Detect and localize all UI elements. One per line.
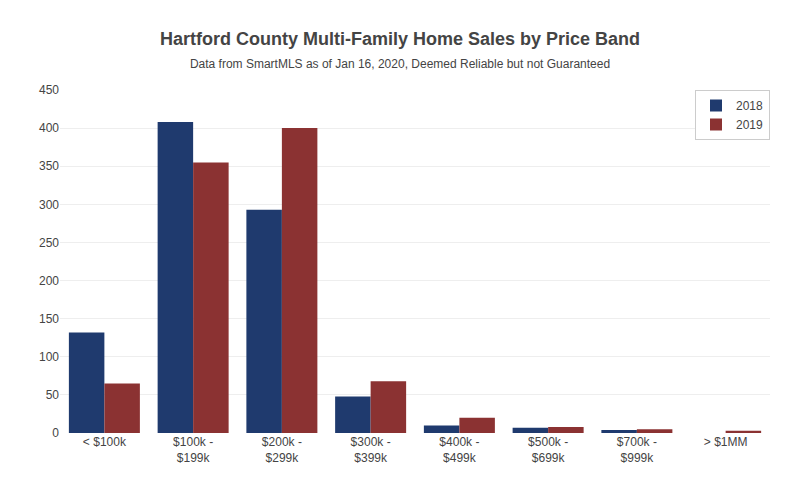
svg-text:$100k -$199k: $100k -$199k — [173, 435, 213, 465]
svg-text:< $100k: < $100k — [83, 435, 127, 449]
svg-text:$500k -$699k: $500k -$699k — [528, 435, 568, 465]
svg-text:300: 300 — [39, 198, 59, 212]
svg-text:Data from SmartMLS as of Jan 1: Data from SmartMLS as of Jan 16, 2020, D… — [190, 57, 610, 71]
svg-text:250: 250 — [39, 236, 59, 250]
svg-text:400: 400 — [39, 121, 59, 135]
svg-text:$300k -$399k: $300k -$399k — [351, 435, 391, 465]
svg-text:> $1MM: > $1MM — [704, 435, 748, 449]
svg-text:2018: 2018 — [736, 99, 763, 113]
svg-text:150: 150 — [39, 312, 59, 326]
svg-text:100: 100 — [39, 350, 59, 364]
svg-text:350: 350 — [39, 159, 59, 173]
svg-text:$400k -$499k: $400k -$499k — [439, 435, 479, 465]
svg-text:50: 50 — [46, 388, 60, 402]
svg-text:$200k -$299k: $200k -$299k — [262, 435, 302, 465]
svg-text:0: 0 — [52, 426, 59, 440]
svg-text:$700k -$999k: $700k -$999k — [617, 435, 657, 465]
svg-text:Hartford County Multi-Family H: Hartford County Multi-Family Home Sales … — [160, 29, 640, 49]
svg-text:2019: 2019 — [736, 118, 763, 132]
svg-text:200: 200 — [39, 274, 59, 288]
svg-text:450: 450 — [39, 83, 59, 97]
